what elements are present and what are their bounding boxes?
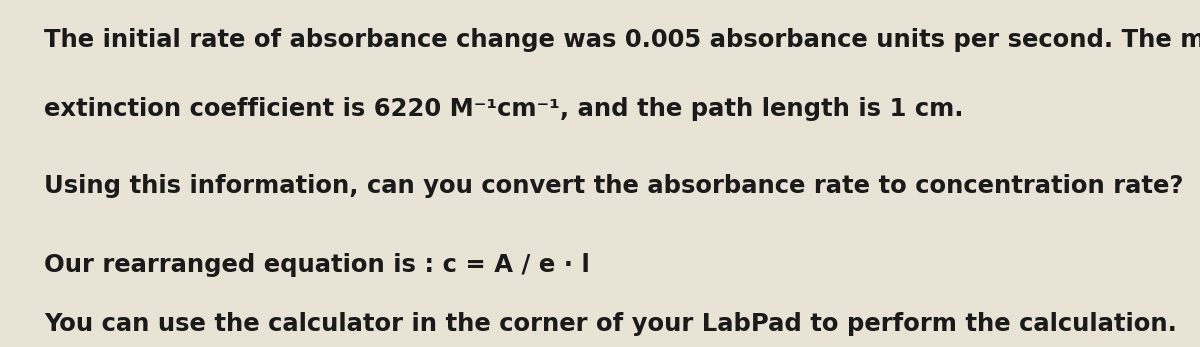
Text: extinction coefficient is 6220 M⁻¹cm⁻¹, and the path length is 1 cm.: extinction coefficient is 6220 M⁻¹cm⁻¹, … (44, 97, 964, 121)
Text: The initial rate of absorbance change was 0.005 absorbance units per second. The: The initial rate of absorbance change wa… (44, 28, 1200, 52)
Text: Using this information, can you convert the absorbance rate to concentration rat: Using this information, can you convert … (44, 174, 1183, 197)
Text: You can use the calculator in the corner of your LabPad to perform the calculati: You can use the calculator in the corner… (44, 312, 1177, 336)
Text: Our rearranged equation is : c = A / e · l: Our rearranged equation is : c = A / e ·… (44, 253, 590, 277)
